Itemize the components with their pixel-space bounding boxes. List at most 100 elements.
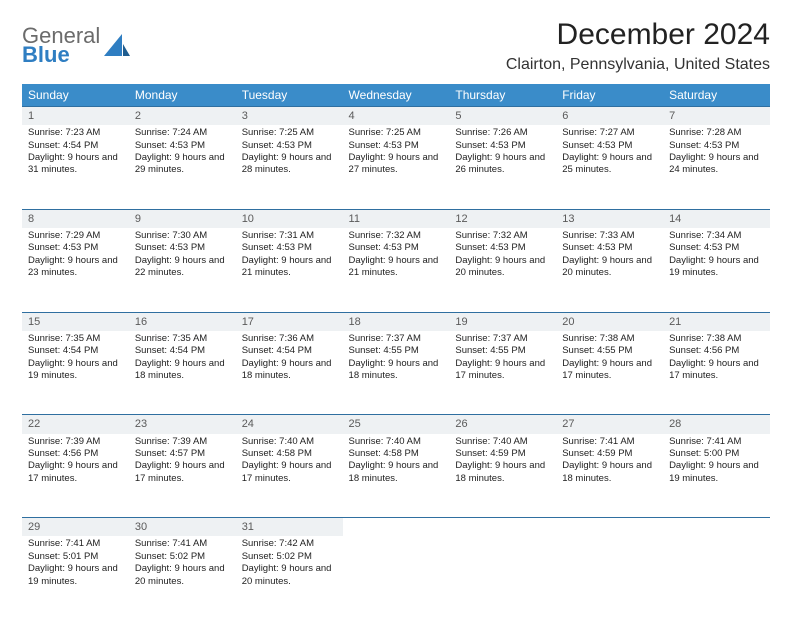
location: Clairton, Pennsylvania, United States [506,56,770,74]
sunset-line: Sunset: 5:00 PM [669,448,764,460]
day-number: 1 [22,107,129,126]
day-cell: Sunrise: 7:33 AMSunset: 4:53 PMDaylight:… [556,228,663,312]
sunset-line: Sunset: 4:53 PM [562,140,657,152]
day-content-row: Sunrise: 7:29 AMSunset: 4:53 PMDaylight:… [22,228,770,312]
day-number: 13 [556,209,663,228]
day-cell: Sunrise: 7:36 AMSunset: 4:54 PMDaylight:… [236,331,343,415]
day-number: 4 [343,107,450,126]
sunrise-line: Sunrise: 7:40 AM [455,436,550,448]
daylight-line: Daylight: 9 hours and 27 minutes. [349,152,444,177]
daylight-line: Daylight: 9 hours and 17 minutes. [242,460,337,485]
logo-text: General Blue [22,24,100,66]
day-header: Monday [129,84,236,107]
day-cell: Sunrise: 7:41 AMSunset: 5:02 PMDaylight:… [129,536,236,620]
day-cell: Sunrise: 7:24 AMSunset: 4:53 PMDaylight:… [129,125,236,209]
day-number [343,518,450,537]
day-header: Wednesday [343,84,450,107]
sunrise-line: Sunrise: 7:40 AM [242,436,337,448]
month-title: December 2024 [506,18,770,52]
daylight-line: Daylight: 9 hours and 25 minutes. [562,152,657,177]
day-number: 12 [449,209,556,228]
page: General Blue December 2024 Clairton, Pen… [0,0,792,612]
sunset-line: Sunset: 4:53 PM [669,140,764,152]
daylight-line: Daylight: 9 hours and 18 minutes. [349,358,444,383]
sunset-line: Sunset: 4:53 PM [242,140,337,152]
day-cell: Sunrise: 7:31 AMSunset: 4:53 PMDaylight:… [236,228,343,312]
daylight-line: Daylight: 9 hours and 21 minutes. [349,255,444,280]
daylight-line: Daylight: 9 hours and 18 minutes. [349,460,444,485]
day-number-row: 293031 [22,518,770,537]
day-content-row: Sunrise: 7:41 AMSunset: 5:01 PMDaylight:… [22,536,770,620]
day-number-row: 1234567 [22,107,770,126]
day-number: 18 [343,312,450,331]
daylight-line: Daylight: 9 hours and 18 minutes. [135,358,230,383]
day-number: 21 [663,312,770,331]
day-number [663,518,770,537]
sunrise-line: Sunrise: 7:41 AM [135,538,230,550]
daylight-line: Daylight: 9 hours and 24 minutes. [669,152,764,177]
day-cell: Sunrise: 7:40 AMSunset: 4:58 PMDaylight:… [343,434,450,518]
daylight-line: Daylight: 9 hours and 17 minutes. [28,460,123,485]
daylight-line: Daylight: 9 hours and 20 minutes. [455,255,550,280]
sunset-line: Sunset: 5:02 PM [242,551,337,563]
day-number: 29 [22,518,129,537]
sunrise-line: Sunrise: 7:25 AM [349,127,444,139]
day-content-row: Sunrise: 7:23 AMSunset: 4:54 PMDaylight:… [22,125,770,209]
day-number: 22 [22,415,129,434]
daylight-line: Daylight: 9 hours and 20 minutes. [242,563,337,588]
day-number: 25 [343,415,450,434]
day-number: 10 [236,209,343,228]
day-cell: Sunrise: 7:25 AMSunset: 4:53 PMDaylight:… [343,125,450,209]
day-number: 28 [663,415,770,434]
day-cell: Sunrise: 7:35 AMSunset: 4:54 PMDaylight:… [22,331,129,415]
day-cell: Sunrise: 7:27 AMSunset: 4:53 PMDaylight:… [556,125,663,209]
day-number: 24 [236,415,343,434]
day-cell [343,536,450,620]
daylight-line: Daylight: 9 hours and 23 minutes. [28,255,123,280]
day-number-row: 15161718192021 [22,312,770,331]
sunrise-line: Sunrise: 7:35 AM [28,333,123,345]
day-cell: Sunrise: 7:40 AMSunset: 4:59 PMDaylight:… [449,434,556,518]
daylight-line: Daylight: 9 hours and 21 minutes. [242,255,337,280]
day-cell: Sunrise: 7:39 AMSunset: 4:56 PMDaylight:… [22,434,129,518]
sunset-line: Sunset: 4:53 PM [135,242,230,254]
daylight-line: Daylight: 9 hours and 17 minutes. [135,460,230,485]
day-cell: Sunrise: 7:38 AMSunset: 4:56 PMDaylight:… [663,331,770,415]
sunrise-line: Sunrise: 7:35 AM [135,333,230,345]
calendar-body: 1234567Sunrise: 7:23 AMSunset: 4:54 PMDa… [22,107,770,620]
sunrise-line: Sunrise: 7:41 AM [562,436,657,448]
sunrise-line: Sunrise: 7:33 AM [562,230,657,242]
day-cell: Sunrise: 7:29 AMSunset: 4:53 PMDaylight:… [22,228,129,312]
day-cell: Sunrise: 7:32 AMSunset: 4:53 PMDaylight:… [449,228,556,312]
sunrise-line: Sunrise: 7:26 AM [455,127,550,139]
sunrise-line: Sunrise: 7:37 AM [455,333,550,345]
day-cell: Sunrise: 7:30 AMSunset: 4:53 PMDaylight:… [129,228,236,312]
sunrise-line: Sunrise: 7:32 AM [349,230,444,242]
day-header: Saturday [663,84,770,107]
sunset-line: Sunset: 4:54 PM [28,140,123,152]
day-number: 26 [449,415,556,434]
day-number: 16 [129,312,236,331]
day-cell: Sunrise: 7:41 AMSunset: 5:00 PMDaylight:… [663,434,770,518]
day-header: Thursday [449,84,556,107]
daylight-line: Daylight: 9 hours and 31 minutes. [28,152,123,177]
day-cell: Sunrise: 7:32 AMSunset: 4:53 PMDaylight:… [343,228,450,312]
header: General Blue December 2024 Clairton, Pen… [22,18,770,74]
day-cell: Sunrise: 7:23 AMSunset: 4:54 PMDaylight:… [22,125,129,209]
calendar-table: SundayMondayTuesdayWednesdayThursdayFrid… [22,84,770,620]
daylight-line: Daylight: 9 hours and 19 minutes. [669,460,764,485]
daylight-line: Daylight: 9 hours and 19 minutes. [669,255,764,280]
sunrise-line: Sunrise: 7:37 AM [349,333,444,345]
day-number: 14 [663,209,770,228]
day-number: 17 [236,312,343,331]
daylight-line: Daylight: 9 hours and 18 minutes. [455,460,550,485]
sunset-line: Sunset: 4:59 PM [562,448,657,460]
daylight-line: Daylight: 9 hours and 22 minutes. [135,255,230,280]
sunrise-line: Sunrise: 7:42 AM [242,538,337,550]
daylight-line: Daylight: 9 hours and 17 minutes. [669,358,764,383]
sunset-line: Sunset: 4:55 PM [562,345,657,357]
sunset-line: Sunset: 4:53 PM [562,242,657,254]
title-block: December 2024 Clairton, Pennsylvania, Un… [506,18,770,74]
day-cell: Sunrise: 7:41 AMSunset: 4:59 PMDaylight:… [556,434,663,518]
sunrise-line: Sunrise: 7:25 AM [242,127,337,139]
